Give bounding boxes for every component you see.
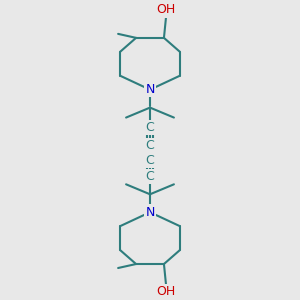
Text: OH: OH [156, 285, 176, 298]
Text: N: N [145, 83, 155, 96]
Text: N: N [145, 206, 155, 219]
Text: OH: OH [156, 4, 176, 16]
Text: C: C [146, 139, 154, 152]
Text: C: C [146, 121, 154, 134]
Text: C: C [146, 154, 154, 167]
Text: C: C [146, 170, 154, 183]
